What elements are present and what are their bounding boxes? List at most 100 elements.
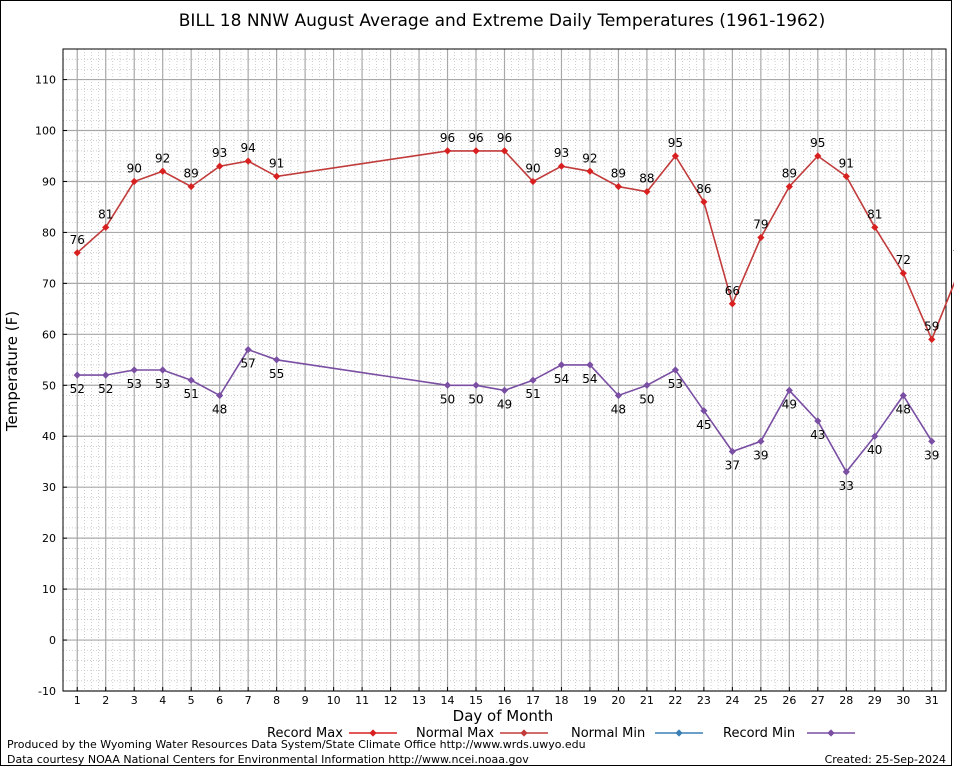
data-point [529, 376, 537, 384]
data-label: 53 [127, 377, 142, 391]
footer-produced-by: Produced by the Wyoming Water Resources … [7, 738, 586, 751]
x-tick-label: 10 [327, 694, 341, 707]
data-point [842, 468, 850, 476]
data-point [102, 223, 110, 231]
x-tick-label: 25 [754, 694, 768, 707]
y-tick-label: -10 [38, 685, 56, 698]
data-label: 72 [896, 253, 911, 267]
data-point [472, 381, 480, 389]
x-tick-label: 21 [640, 694, 654, 707]
data-point [899, 391, 907, 400]
x-tick-label: 28 [839, 694, 853, 707]
y-tick-label: 30 [42, 481, 56, 494]
data-label: 73 [953, 248, 954, 262]
data-point [928, 335, 936, 344]
x-tick-label: 16 [498, 694, 512, 707]
data-label: 50 [440, 392, 455, 406]
data-point [159, 366, 167, 374]
data-label: 55 [269, 367, 284, 381]
data-label: 89 [611, 167, 626, 181]
data-label: 94 [241, 141, 256, 155]
legend-marker [675, 729, 683, 737]
data-point [899, 269, 907, 277]
data-point [871, 432, 879, 440]
data-point [643, 188, 651, 196]
data-label: 57 [241, 357, 256, 371]
data-point [728, 300, 736, 308]
y-tick-label: 70 [42, 277, 56, 290]
y-axis-label: Temperature (F) [3, 311, 21, 432]
x-tick-label: 5 [188, 694, 195, 707]
y-tick-label: 60 [42, 328, 56, 341]
x-tick-label: 7 [245, 694, 252, 707]
y-tick-label: 90 [42, 175, 56, 188]
data-point [130, 177, 138, 186]
data-point [216, 391, 224, 400]
data-label: 33 [839, 479, 854, 493]
x-tick-labels: 1 2 3 4 5 6 7 8 9 10 11 12 13 14 15 16 17 18 19 20 21 22 23 24 2… [74, 687, 939, 707]
x-tick-label: 26 [782, 694, 796, 707]
data-point [73, 249, 81, 257]
y-tick-label: 110 [35, 74, 56, 87]
data-point [643, 381, 651, 389]
data-label: 43 [810, 428, 825, 442]
series-line-record-min [77, 348, 933, 474]
data-point [557, 162, 566, 170]
data-label: 81 [98, 207, 113, 221]
y-tick-label: 10 [42, 583, 56, 596]
data-label: 89 [184, 167, 199, 181]
x-tick-label: 20 [611, 694, 625, 707]
data-label: 49 [782, 397, 797, 411]
data-label: 93 [212, 146, 227, 160]
x-tick-label: 24 [725, 694, 739, 707]
data-label: 51 [525, 387, 540, 401]
x-tick-label: 27 [811, 694, 825, 707]
data-point [814, 152, 822, 160]
data-label: 66 [725, 284, 740, 298]
data-point [216, 162, 224, 170]
x-tick-label: 3 [131, 694, 138, 707]
x-tick-label: 14 [441, 694, 455, 707]
data-label: 52 [70, 382, 85, 396]
data-point [159, 167, 167, 175]
data-point [273, 356, 281, 364]
data-label: 39 [753, 448, 768, 462]
x-tick-label: 1 [74, 694, 81, 707]
data-label: 53 [155, 377, 170, 391]
data-point [187, 182, 195, 191]
x-tick-label: 19 [583, 694, 597, 707]
x-tick-label: 13 [412, 694, 426, 707]
data-label: 96 [497, 131, 512, 145]
x-tick-label: 4 [159, 694, 166, 707]
data-label: 81 [867, 207, 882, 221]
y-tick-label: 0 [49, 634, 56, 647]
data-point [187, 376, 195, 384]
data-point [614, 182, 623, 191]
data-point [785, 182, 793, 191]
data-label: 96 [440, 131, 455, 145]
data-point [700, 407, 708, 415]
data-point [472, 147, 480, 155]
data-point [871, 223, 879, 231]
x-tick-label: 22 [668, 694, 682, 707]
data-label: 88 [639, 172, 654, 186]
data-label: 93 [554, 146, 569, 160]
y-tick-label: 100 [35, 125, 56, 138]
data-label: 90 [525, 161, 540, 175]
data-label: 95 [668, 136, 683, 150]
data-label: 91 [269, 156, 284, 170]
data-label: 79 [753, 218, 768, 232]
data-label: 39 [924, 448, 939, 462]
data-label: 86 [696, 182, 711, 196]
data-point [671, 152, 680, 160]
data-label: 52 [98, 382, 113, 396]
data-point [757, 437, 765, 445]
data-point [244, 346, 252, 354]
data-point [928, 437, 936, 445]
y-tick-labels: -10 0 10 20 30 40 50 60 70 80 90 100 110 [35, 74, 67, 698]
data-point [671, 366, 680, 374]
data-point [443, 147, 452, 155]
data-label: 76 [70, 233, 85, 247]
data-point [102, 371, 110, 379]
